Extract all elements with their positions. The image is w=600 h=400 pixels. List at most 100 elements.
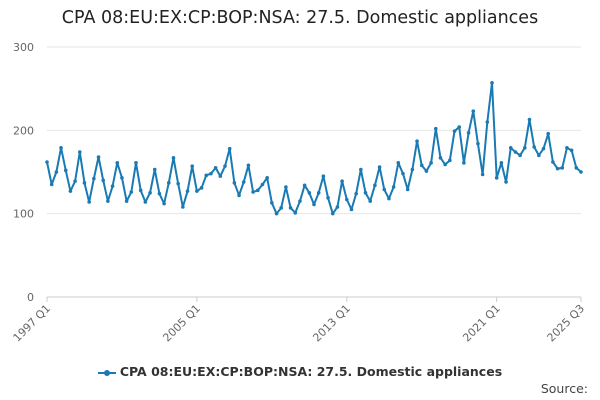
data-point[interactable] [82, 181, 87, 185]
data-point[interactable] [307, 191, 312, 195]
data-point[interactable] [344, 197, 349, 202]
data-point[interactable] [368, 199, 373, 203]
data-point[interactable] [227, 146, 232, 151]
data-point[interactable] [433, 126, 438, 131]
data-point[interactable] [138, 188, 143, 193]
data-point[interactable] [462, 161, 466, 165]
data-point[interactable] [513, 150, 518, 154]
data-point[interactable] [260, 182, 265, 187]
data-point[interactable] [382, 187, 387, 192]
data-point[interactable] [499, 161, 504, 165]
data-point[interactable] [419, 163, 424, 168]
data-point[interactable] [555, 166, 560, 171]
legend[interactable]: CPA 08:EU:EX:CP:BOP:NSA: 27.5. Domestic … [0, 364, 600, 379]
data-point[interactable] [457, 125, 462, 129]
data-point[interactable] [171, 156, 176, 160]
data-point[interactable] [143, 200, 148, 204]
data-point[interactable] [241, 180, 246, 184]
data-point[interactable] [255, 188, 260, 193]
data-point[interactable] [522, 146, 527, 150]
data-point[interactable] [424, 169, 429, 173]
data-point[interactable] [288, 206, 293, 210]
data-point[interactable] [321, 174, 326, 178]
data-point[interactable] [579, 170, 583, 174]
data-point[interactable] [166, 181, 171, 185]
data-point[interactable] [359, 167, 363, 172]
data-point[interactable] [316, 191, 321, 195]
data-point[interactable] [54, 170, 59, 174]
data-point[interactable] [110, 184, 115, 188]
data-point[interactable] [284, 185, 288, 189]
data-point[interactable] [63, 168, 68, 173]
data-point[interactable] [363, 191, 368, 195]
data-point[interactable] [504, 180, 508, 184]
data-point[interactable] [518, 153, 522, 158]
data-point[interactable] [508, 146, 513, 150]
data-point[interactable] [106, 199, 110, 203]
data-point[interactable] [574, 166, 579, 170]
data-point[interactable] [195, 189, 199, 193]
data-point[interactable] [59, 146, 63, 150]
data-point[interactable] [537, 153, 541, 158]
data-point[interactable] [532, 145, 536, 149]
data-point[interactable] [274, 211, 279, 216]
data-point[interactable] [199, 186, 204, 190]
data-point[interactable] [279, 206, 284, 210]
data-point[interactable] [148, 191, 152, 195]
data-point[interactable] [396, 161, 401, 165]
data-point[interactable] [377, 165, 382, 169]
data-point[interactable] [181, 205, 185, 209]
data-point[interactable] [124, 199, 129, 203]
data-point[interactable] [73, 179, 77, 183]
data-point[interactable] [68, 189, 73, 193]
data-point[interactable] [410, 167, 415, 172]
data-point[interactable] [237, 193, 241, 198]
data-point[interactable] [560, 166, 565, 170]
data-point[interactable] [415, 139, 419, 143]
data-point[interactable] [190, 164, 195, 168]
data-point[interactable] [373, 183, 377, 188]
data-point[interactable] [471, 109, 476, 113]
data-point[interactable] [129, 190, 134, 194]
data-point[interactable] [429, 161, 433, 165]
data-point[interactable] [92, 176, 96, 181]
data-point[interactable] [546, 131, 551, 136]
data-point[interactable] [551, 160, 555, 164]
data-point[interactable] [466, 131, 471, 135]
data-point[interactable] [541, 146, 546, 151]
data-point[interactable] [96, 155, 101, 159]
data-point[interactable] [565, 146, 569, 150]
data-point[interactable] [251, 190, 255, 194]
data-point[interactable] [246, 163, 251, 168]
data-point[interactable] [340, 179, 344, 183]
data-point[interactable] [302, 183, 307, 188]
data-point[interactable] [204, 173, 209, 178]
data-point[interactable] [213, 166, 218, 170]
data-point[interactable] [330, 211, 335, 216]
data-point[interactable] [115, 161, 120, 165]
data-point[interactable] [185, 189, 190, 193]
data-point[interactable] [157, 191, 162, 196]
data-point[interactable] [476, 141, 480, 146]
data-point[interactable] [527, 117, 532, 122]
data-point[interactable] [298, 199, 302, 203]
data-point[interactable] [218, 174, 223, 178]
data-point[interactable] [405, 187, 410, 192]
data-point[interactable] [335, 205, 340, 209]
data-point[interactable] [438, 156, 443, 160]
data-point[interactable] [223, 164, 227, 168]
data-point[interactable] [270, 201, 274, 205]
data-point[interactable] [265, 176, 269, 180]
data-point[interactable] [490, 81, 494, 85]
data-point[interactable] [494, 176, 499, 180]
data-point[interactable] [326, 196, 330, 200]
data-point[interactable] [209, 171, 213, 176]
data-point[interactable] [87, 200, 91, 204]
data-point[interactable] [49, 182, 54, 187]
data-point[interactable] [162, 201, 166, 206]
data-point[interactable] [77, 150, 82, 154]
data-point[interactable] [443, 162, 447, 167]
data-point[interactable] [448, 158, 452, 163]
data-point[interactable] [452, 129, 457, 133]
data-point[interactable] [391, 185, 396, 189]
